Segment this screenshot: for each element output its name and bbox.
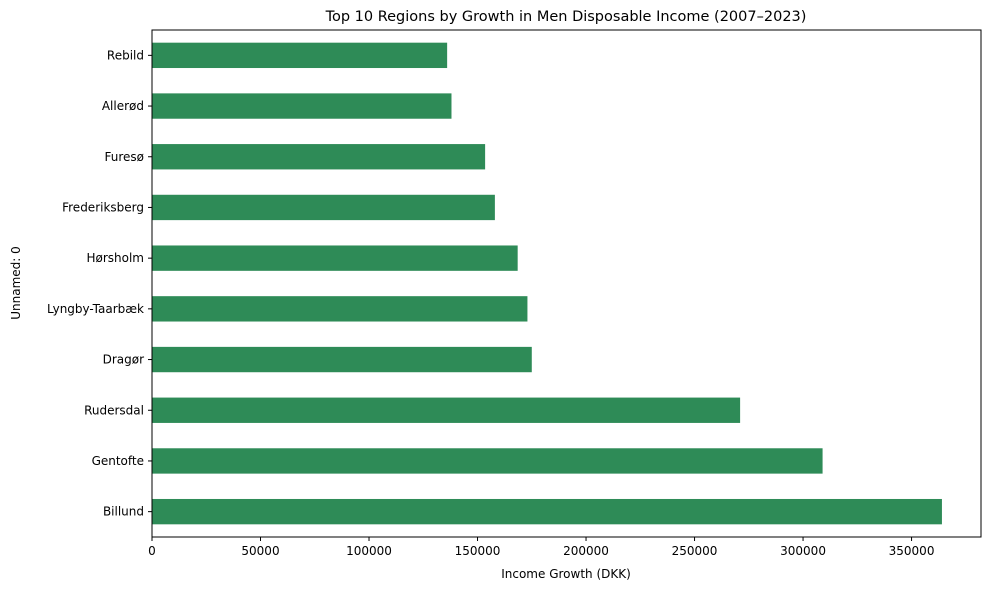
chart-title: Top 10 Regions by Growth in Men Disposab… — [325, 9, 807, 25]
bar-h-rsholm — [152, 245, 518, 271]
bar-frederiksberg — [152, 194, 495, 221]
x-axis-title: Income Growth (DKK) — [501, 567, 631, 581]
y-tick-label: Allerød — [102, 99, 144, 113]
x-tick-label: 200000 — [563, 544, 609, 558]
y-tick-label: Furesø — [105, 150, 145, 164]
bar-aller-d — [152, 93, 452, 119]
plot-frame — [151, 29, 982, 538]
bar-billund — [152, 498, 942, 525]
bar-fures- — [152, 144, 486, 170]
x-tick-label: 250000 — [672, 544, 718, 558]
y-tick-label: Frederiksberg — [62, 200, 144, 214]
x-tick-label: 50000 — [241, 544, 279, 558]
bar-rudersdal — [152, 397, 741, 423]
y-axis-ticks: Billund Gentofte Rudersdal Dragør Lyngby-Taa… — [47, 48, 152, 519]
bar-lyngby-taarb-k — [152, 296, 528, 322]
y-tick-label: Gentofte — [92, 454, 144, 468]
x-tick-label: 0 — [148, 544, 156, 558]
y-tick-label: Billund — [103, 505, 144, 519]
x-tick-label: 350000 — [889, 544, 935, 558]
x-tick-label: 100000 — [346, 544, 392, 558]
y-tick-label: Dragør — [103, 353, 144, 367]
y-tick-label: Rudersdal — [84, 403, 144, 417]
x-tick-label: 300000 — [780, 544, 826, 558]
x-axis-ticks: 0 50000 100000 150000 200000 250000 300000 3500… — [148, 537, 934, 558]
y-axis-title: Unnamed: 0 — [9, 246, 23, 320]
x-tick-label: 150000 — [455, 544, 501, 558]
y-tick-label: Hørsholm — [86, 251, 144, 265]
bars-group — [152, 42, 942, 525]
bar-rebild — [152, 42, 448, 69]
bar-drag-r — [152, 346, 532, 373]
bar-gentofte — [152, 448, 823, 474]
y-tick-label: Rebild — [107, 48, 144, 62]
y-tick-label: Lyngby-Taarbæk — [47, 302, 144, 316]
